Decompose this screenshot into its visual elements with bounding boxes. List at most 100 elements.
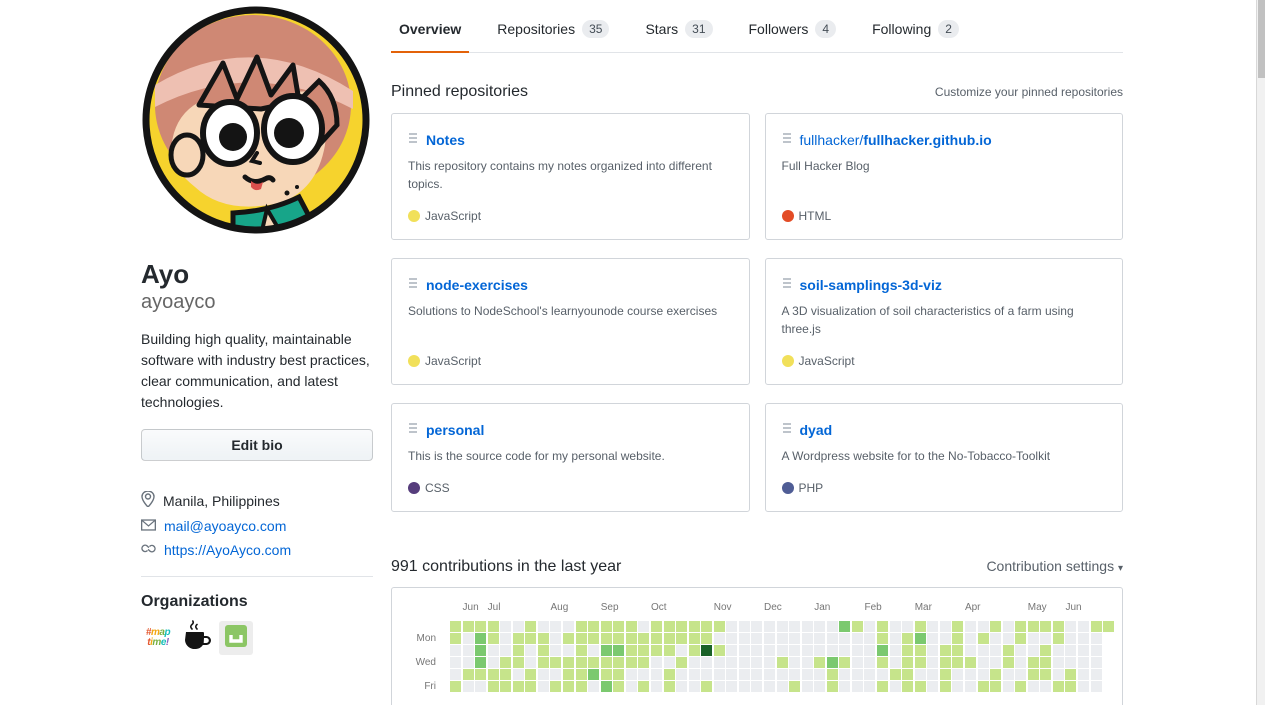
contribution-cell[interactable] [776, 657, 788, 668]
contribution-cell[interactable] [789, 657, 801, 668]
contribution-settings-dropdown[interactable]: Contribution settings ▾ [986, 558, 1123, 574]
contribution-cell[interactable] [525, 657, 537, 668]
contribution-cell[interactable] [600, 621, 612, 632]
contribution-cell[interactable] [537, 621, 549, 632]
contribution-cell[interactable] [826, 657, 838, 668]
contribution-cell[interactable] [1078, 669, 1089, 680]
contribution-cell[interactable] [676, 621, 688, 632]
contribution-cell[interactable] [550, 657, 562, 668]
contribution-cell[interactable] [914, 633, 926, 644]
contribution-cell[interactable] [713, 633, 725, 644]
contribution-cell[interactable] [826, 681, 838, 692]
contribution-cell[interactable] [776, 681, 788, 692]
contribution-cell[interactable] [864, 681, 876, 692]
contribution-cell[interactable] [1002, 645, 1014, 656]
contribution-cell[interactable] [764, 657, 775, 668]
contribution-cell[interactable] [701, 645, 713, 656]
contribution-cell[interactable] [650, 621, 662, 632]
contribution-cell[interactable] [851, 669, 863, 680]
contribution-cell[interactable] [851, 633, 863, 644]
contribution-cell[interactable] [525, 669, 537, 680]
contribution-cell[interactable] [676, 669, 688, 680]
contribution-cell[interactable] [738, 681, 750, 692]
contribution-cell[interactable] [701, 621, 713, 632]
contribution-cell[interactable] [990, 633, 1002, 644]
contribution-cell[interactable] [500, 645, 512, 656]
contribution-cell[interactable] [902, 621, 914, 632]
contribution-cell[interactable] [600, 645, 612, 656]
avatar[interactable] [141, 5, 371, 235]
contribution-cell[interactable] [663, 633, 675, 644]
contribution-cell[interactable] [939, 621, 951, 632]
contribution-cell[interactable] [738, 621, 750, 632]
contribution-cell[interactable] [839, 645, 851, 656]
contribution-cell[interactable] [1040, 621, 1052, 632]
contribution-cell[interactable] [575, 669, 587, 680]
contribution-cell[interactable] [575, 621, 587, 632]
contribution-cell[interactable] [638, 645, 650, 656]
contribution-cell[interactable] [550, 669, 562, 680]
contribution-cell[interactable] [625, 633, 637, 644]
contribution-cell[interactable] [663, 669, 675, 680]
contribution-cell[interactable] [1040, 669, 1052, 680]
contribution-cell[interactable] [1027, 681, 1039, 692]
contribution-cell[interactable] [964, 633, 976, 644]
contribution-cell[interactable] [475, 633, 487, 644]
contribution-cell[interactable] [613, 621, 625, 632]
contribution-cell[interactable] [864, 621, 876, 632]
contribution-cell[interactable] [1002, 633, 1014, 644]
contribution-cell[interactable] [701, 657, 713, 668]
contribution-cell[interactable] [902, 657, 914, 668]
edit-bio-button[interactable]: Edit bio [141, 429, 373, 462]
contribution-cell[interactable] [500, 657, 512, 668]
contribution-cell[interactable] [814, 681, 826, 692]
contribution-cell[interactable] [990, 669, 1002, 680]
contribution-cell[interactable] [512, 681, 524, 692]
contribution-cell[interactable] [877, 657, 889, 668]
grabber-icon[interactable] [782, 275, 792, 294]
contribution-cell[interactable] [713, 645, 725, 656]
contribution-cell[interactable] [1002, 621, 1014, 632]
contribution-cell[interactable] [663, 657, 675, 668]
contribution-cell[interactable] [525, 681, 537, 692]
contribution-cell[interactable] [588, 657, 600, 668]
contribution-cell[interactable] [537, 645, 549, 656]
contribution-cell[interactable] [701, 633, 713, 644]
contribution-cell[interactable] [977, 645, 989, 656]
contribution-cell[interactable] [877, 669, 889, 680]
contribution-cell[interactable] [801, 681, 813, 692]
contribution-cell[interactable] [1052, 621, 1064, 632]
contribution-cell[interactable] [902, 681, 914, 692]
contribution-cell[interactable] [588, 669, 600, 680]
contribution-cell[interactable] [1015, 681, 1027, 692]
contribution-cell[interactable] [726, 669, 738, 680]
website-link[interactable]: https://AyoAyco.com [164, 542, 292, 559]
contribution-cell[interactable] [939, 681, 951, 692]
contribution-cell[interactable] [939, 657, 951, 668]
contribution-cell[interactable] [462, 669, 474, 680]
contribution-cell[interactable] [613, 645, 625, 656]
contribution-cell[interactable] [927, 657, 939, 668]
contribution-cell[interactable] [826, 645, 838, 656]
contribution-cell[interactable] [1078, 621, 1089, 632]
contribution-cell[interactable] [475, 645, 487, 656]
contribution-cell[interactable] [764, 681, 775, 692]
contribution-cell[interactable] [789, 669, 801, 680]
email-link[interactable]: mail@ayoayco.com [164, 518, 287, 535]
contribution-cell[interactable] [864, 657, 876, 668]
contribution-cell[interactable] [638, 621, 650, 632]
contribution-cell[interactable] [638, 669, 650, 680]
contribution-cell[interactable] [839, 657, 851, 668]
contribution-cell[interactable] [801, 657, 813, 668]
contribution-cell[interactable] [512, 669, 524, 680]
contribution-cell[interactable] [789, 633, 801, 644]
contribution-cell[interactable] [563, 681, 575, 692]
contribution-cell[interactable] [487, 657, 499, 668]
contribution-cell[interactable] [713, 621, 725, 632]
contribution-cell[interactable] [613, 633, 625, 644]
contribution-cell[interactable] [789, 621, 801, 632]
contribution-cell[interactable] [462, 681, 474, 692]
contribution-cell[interactable] [1065, 633, 1077, 644]
contribution-cell[interactable] [676, 633, 688, 644]
contribution-cell[interactable] [927, 633, 939, 644]
